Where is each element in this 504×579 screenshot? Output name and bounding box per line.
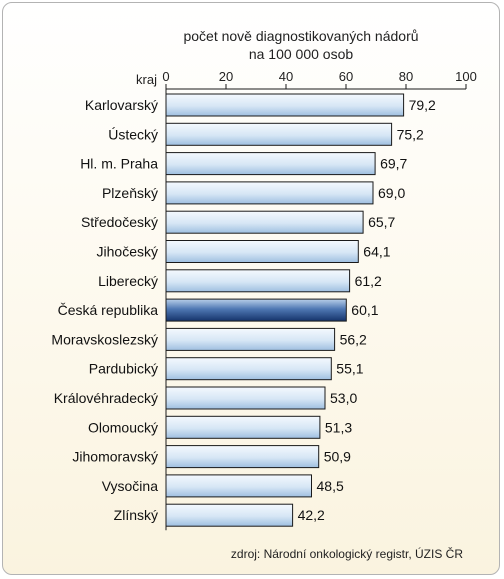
- x-tick-label: 40: [279, 69, 293, 84]
- category-label: Plzeňský: [102, 185, 158, 201]
- value-label: 48,5: [317, 478, 344, 494]
- category-label: Moravskoslezský: [51, 331, 158, 347]
- value-label: 69,0: [378, 185, 405, 201]
- value-label: 65,7: [368, 214, 395, 230]
- bar: [165, 122, 393, 146]
- bar: [165, 152, 376, 176]
- value-label: 75,2: [397, 126, 424, 142]
- bar: [165, 298, 347, 322]
- category-label: Vysočina: [102, 478, 159, 494]
- bar: [165, 386, 326, 410]
- bar: [165, 181, 374, 205]
- value-label: 42,2: [298, 507, 325, 523]
- x-tick-label: 0: [162, 69, 169, 84]
- category-label: Jihočeský: [97, 244, 158, 260]
- bar: [165, 93, 405, 117]
- value-label: 50,9: [324, 449, 351, 465]
- category-label: Hl. m. Praha: [80, 156, 158, 172]
- value-label: 69,7: [380, 156, 407, 172]
- bar: [165, 327, 336, 351]
- category-label: Zlínský: [114, 507, 158, 523]
- chart-title-line-1: počet nově diagnostikovaných nádorů: [183, 28, 418, 44]
- value-label: 51,3: [325, 419, 352, 435]
- value-label: 60,1: [351, 302, 378, 318]
- value-label: 55,1: [336, 361, 363, 377]
- x-tick-label: 80: [399, 69, 413, 84]
- category-label: Královéhradecký: [54, 390, 158, 406]
- category-label: Pardubický: [89, 361, 158, 377]
- bar: [165, 357, 332, 381]
- bar: [165, 445, 320, 469]
- bar: [165, 240, 359, 263]
- category-axis-label: kraj: [136, 72, 157, 87]
- category-label: Karlovarský: [85, 97, 158, 113]
- x-tick-label: 60: [339, 69, 353, 84]
- value-label: 56,2: [340, 331, 367, 347]
- bar: [165, 474, 312, 498]
- value-label: 61,2: [355, 273, 382, 289]
- value-label: 79,2: [409, 97, 436, 113]
- category-label: Česká republika: [58, 302, 159, 318]
- bar: [165, 415, 321, 439]
- x-tick-label: 100: [455, 69, 477, 84]
- bar: [165, 503, 294, 527]
- bar: [165, 210, 364, 234]
- category-label: Jihomoravský: [72, 449, 158, 465]
- category-label: Středočeský: [81, 214, 158, 230]
- bars-layer: Karlovarský 79,2 Ústecký 75,2 Hl. m. Praha 69…: [51, 93, 436, 527]
- chart-panel: počet nově diagnostikovaných nádorů na 1…: [2, 2, 500, 575]
- category-label: Liberecký: [98, 273, 158, 289]
- category-label: Olomoucký: [88, 419, 158, 435]
- chart-title-line-2: na 100 000 osob: [249, 46, 354, 62]
- category-label: Ústecký: [108, 126, 158, 142]
- value-label: 53,0: [330, 390, 357, 406]
- source-note: zdroj: Národní onkologický registr, ÚZIS…: [231, 546, 463, 561]
- bar-chart: počet nově diagnostikovaných nádorů na 1…: [51, 28, 477, 561]
- bar: [165, 269, 351, 293]
- value-label: 64,1: [363, 244, 390, 260]
- x-tick-label: 20: [219, 69, 233, 84]
